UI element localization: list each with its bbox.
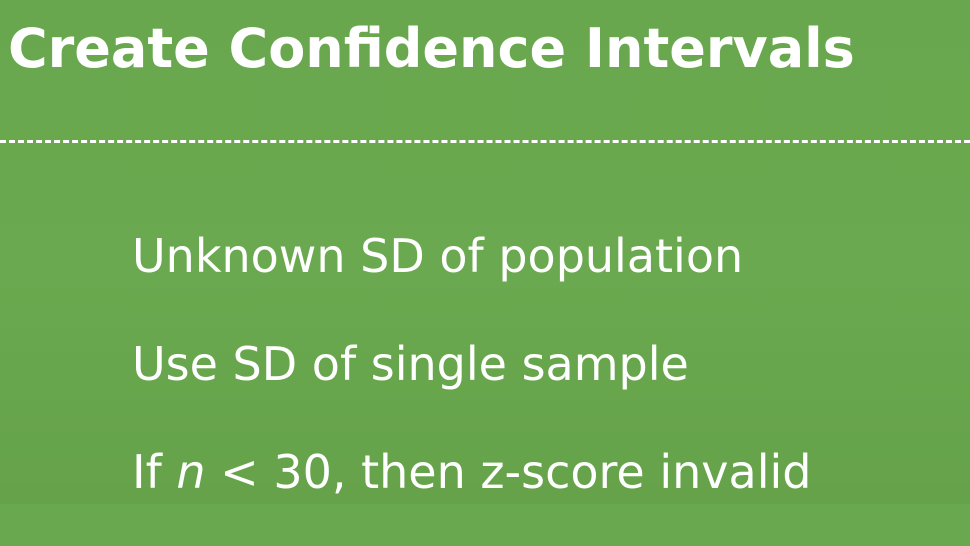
- sample-size-variable: n: [176, 445, 206, 499]
- bullet-suffix: < 30, then z-score invalid: [205, 445, 812, 499]
- bullet-list: Unknown SD of population Use SD of singl…: [132, 222, 952, 546]
- dashed-divider: [0, 140, 970, 143]
- bullet-use-sample-sd: Use SD of single sample: [132, 337, 689, 391]
- bullet-n-less-than-30: If n < 30, then z-score invalid: [132, 438, 952, 546]
- bullet-prefix: If: [132, 445, 177, 499]
- slide-title: Create Confidence Intervals: [8, 17, 855, 80]
- slide: Create Confidence Intervals Unknown SD o…: [0, 0, 970, 504]
- bullet-unknown-sd: Unknown SD of population: [132, 229, 744, 283]
